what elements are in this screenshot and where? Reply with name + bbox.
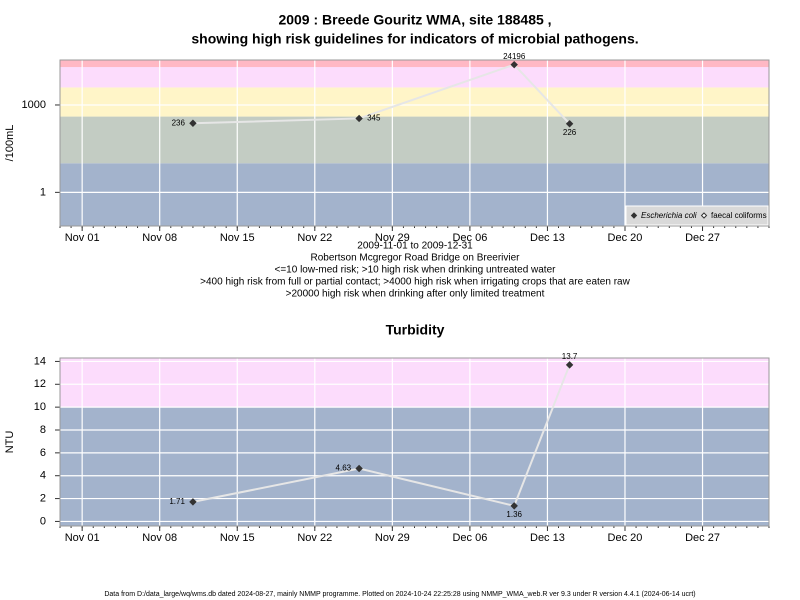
- x-tick-label: Dec 06: [452, 532, 487, 544]
- y-tick-label: 12: [34, 378, 46, 390]
- y-tick-label: 4: [40, 470, 46, 482]
- y-tick-label: 14: [34, 355, 46, 367]
- x-tick-label: Nov 15: [220, 232, 255, 244]
- data-line: [192, 63, 571, 125]
- data-label: 13.7: [562, 352, 578, 361]
- y-tick-label: 2: [40, 492, 46, 504]
- data-point: [510, 60, 518, 69]
- y-tick-label: 8: [40, 424, 46, 436]
- plot-frame: [59, 59, 770, 227]
- data-label: 4.63: [336, 464, 352, 473]
- data-point: [510, 502, 518, 510]
- note: >20000 high risk when drinking after onl…: [286, 289, 545, 300]
- data-point: [355, 114, 363, 123]
- y-axis-label: /100mL: [4, 125, 16, 162]
- data-point: [565, 361, 574, 369]
- legend-entry: faecal coliforms: [711, 211, 767, 220]
- x-tick-label: Nov 29: [375, 232, 410, 244]
- data-label: 236: [172, 118, 186, 127]
- y-tick-label: 0: [40, 515, 46, 527]
- legend-symbol: [700, 212, 708, 219]
- risk-band: [60, 60, 769, 68]
- note: >400 high risk from full or partial cont…: [200, 277, 630, 288]
- risk-band: [60, 67, 769, 88]
- x-tick-label: Dec 27: [685, 232, 720, 244]
- chart-title: 2009 : Breede Gouritz WMA, site 188485 ,: [278, 12, 551, 28]
- data-point: [355, 464, 363, 473]
- note: 2009-11-01 to 2009-12-31: [357, 241, 473, 252]
- footer: Data from D:/data_large/wq/wms.db dated …: [104, 591, 695, 598]
- x-tick-label: Nov 08: [142, 232, 177, 244]
- data-line: [192, 364, 571, 508]
- x-tick-label: Dec 20: [608, 532, 643, 544]
- x-tick-label: Dec 06: [452, 232, 487, 244]
- x-tick-label: Dec 13: [530, 232, 565, 244]
- risk-band: [60, 358, 769, 408]
- x-tick-label: Nov 08: [142, 532, 177, 544]
- y-axis-label: NTU: [4, 431, 16, 454]
- y-tick-label: 6: [40, 447, 46, 459]
- data-label: 345: [367, 114, 381, 123]
- legend-entry: Escherichia coli: [641, 211, 697, 220]
- risk-band: [60, 116, 769, 164]
- y-tick-label: 1: [40, 186, 46, 198]
- note: <=10 low-med risk; >10 high risk when dr…: [275, 265, 557, 276]
- legend: Escherichia coli faecal coliforms: [625, 205, 769, 226]
- legend-symbol: [630, 212, 638, 219]
- data-label: 24196: [503, 52, 526, 61]
- y-tick-label: 1000: [22, 99, 46, 111]
- note: Robertson Mcgregor Road Bridge on Breeri…: [311, 253, 521, 264]
- data-point: [189, 119, 197, 127]
- x-tick-label: Dec 27: [685, 532, 720, 544]
- y-tick-label: 10: [34, 401, 46, 413]
- x-tick-label: Nov 01: [65, 532, 100, 544]
- plot-frame: [59, 357, 770, 527]
- x-tick-label: Nov 15: [220, 532, 255, 544]
- x-tick-label: Dec 20: [608, 232, 643, 244]
- chart-title: showing high risk guidelines for indicat…: [191, 31, 638, 47]
- x-tick-label: Nov 29: [375, 532, 410, 544]
- x-tick-label: Dec 13: [530, 532, 565, 544]
- x-tick-label: Nov 22: [297, 232, 332, 244]
- data-point: [189, 498, 197, 506]
- legend-box: [625, 205, 769, 226]
- risk-band: [60, 87, 769, 117]
- risk-band: [60, 407, 769, 526]
- x-tick-label: Nov 22: [297, 532, 332, 544]
- data-label: 226: [563, 128, 577, 137]
- data-label: 1.36: [506, 510, 522, 519]
- data-point: [565, 120, 574, 128]
- data-label: 1.71: [169, 497, 185, 506]
- x-tick-label: Nov 01: [65, 232, 100, 244]
- chart-title: Turbidity: [386, 322, 445, 338]
